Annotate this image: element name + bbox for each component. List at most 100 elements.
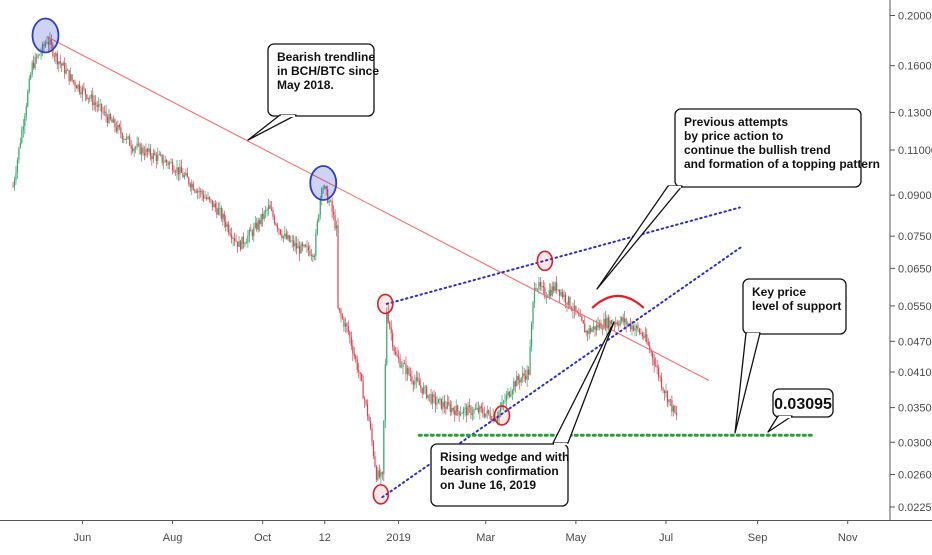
candle: [341, 313, 344, 320]
candle-body: [411, 376, 413, 382]
candle-body: [61, 63, 63, 66]
candle-body: [123, 138, 125, 140]
candle: [272, 206, 274, 220]
candle-body: [674, 405, 676, 413]
candle-body: [245, 242, 248, 244]
candle: [87, 97, 89, 104]
callout-box: [742, 278, 847, 335]
candle: [572, 302, 574, 319]
candle: [62, 60, 64, 66]
candle: [200, 188, 202, 198]
callout-pointer: [247, 114, 297, 141]
callout-text-line: Rising wedge and with: [440, 450, 569, 464]
candle-body: [554, 282, 556, 291]
candle: [287, 231, 289, 241]
candle-body: [179, 166, 181, 175]
candle-body: [214, 203, 216, 208]
candle-body: [578, 312, 580, 316]
candle-body: [415, 377, 417, 381]
candle: [491, 416, 493, 423]
candle: [145, 143, 147, 158]
candle: [364, 396, 366, 408]
candle: [655, 357, 657, 367]
candle-body: [392, 332, 394, 347]
candle: [626, 320, 629, 328]
candle-body: [137, 143, 140, 145]
candle: [436, 395, 438, 410]
candle: [672, 404, 674, 417]
candle-body: [573, 305, 575, 312]
candle-body: [485, 413, 487, 417]
candle: [593, 320, 595, 333]
candle-body: [28, 78, 30, 92]
candle-body: [632, 325, 635, 331]
candle-body: [86, 94, 88, 100]
candle: [174, 169, 177, 176]
candle-body: [222, 213, 224, 219]
candle-body: [406, 368, 409, 375]
candle-body: [584, 323, 586, 333]
candle: [511, 388, 513, 401]
candle-body: [436, 403, 438, 405]
candle: [519, 374, 521, 390]
candle-body: [604, 318, 607, 329]
candle-body: [201, 190, 203, 195]
candle-body: [250, 229, 252, 232]
candle-body: [272, 210, 274, 217]
candle-body: [232, 238, 234, 240]
candle: [551, 281, 553, 297]
candle-body: [615, 322, 617, 325]
candle-body: [315, 233, 317, 256]
candle: [561, 288, 564, 300]
candle: [406, 365, 409, 381]
candle-body: [38, 54, 41, 56]
candle: [386, 307, 388, 367]
candle: [27, 89, 29, 108]
candle: [148, 143, 150, 155]
candle: [281, 229, 283, 241]
candle: [140, 142, 143, 162]
x-tick-label: 2019: [386, 532, 410, 544]
candle: [74, 79, 76, 93]
candle: [575, 305, 577, 316]
candle-body: [101, 103, 103, 112]
candle: [669, 398, 672, 407]
candle: [321, 186, 323, 206]
candle-body: [421, 387, 423, 394]
candle: [102, 106, 104, 116]
candle: [464, 403, 466, 417]
candle-body: [43, 44, 45, 47]
candle: [324, 184, 326, 190]
candle: [369, 417, 372, 431]
candle-body: [365, 400, 367, 405]
candle: [146, 147, 149, 158]
candle-body: [225, 221, 227, 227]
candle: [541, 281, 543, 291]
candle-body: [127, 136, 129, 138]
candle-body: [349, 331, 351, 337]
candle-body: [474, 409, 477, 410]
candle-body: [164, 159, 166, 163]
candle-body: [624, 318, 626, 323]
candle-body: [99, 103, 101, 105]
candle: [440, 398, 443, 411]
candle-body: [445, 407, 447, 409]
candle: [375, 464, 378, 483]
candle-body: [300, 243, 302, 254]
candle: [588, 324, 590, 340]
candle: [542, 280, 544, 296]
candle: [103, 105, 106, 117]
candle: [327, 185, 329, 204]
candle: [61, 62, 63, 72]
candle-body: [616, 322, 618, 325]
candle: [331, 197, 333, 218]
candle-body: [548, 289, 550, 297]
candle-body: [96, 104, 98, 107]
candle: [513, 377, 515, 395]
candle: [49, 32, 51, 52]
candle: [378, 464, 380, 480]
candle: [389, 320, 391, 330]
